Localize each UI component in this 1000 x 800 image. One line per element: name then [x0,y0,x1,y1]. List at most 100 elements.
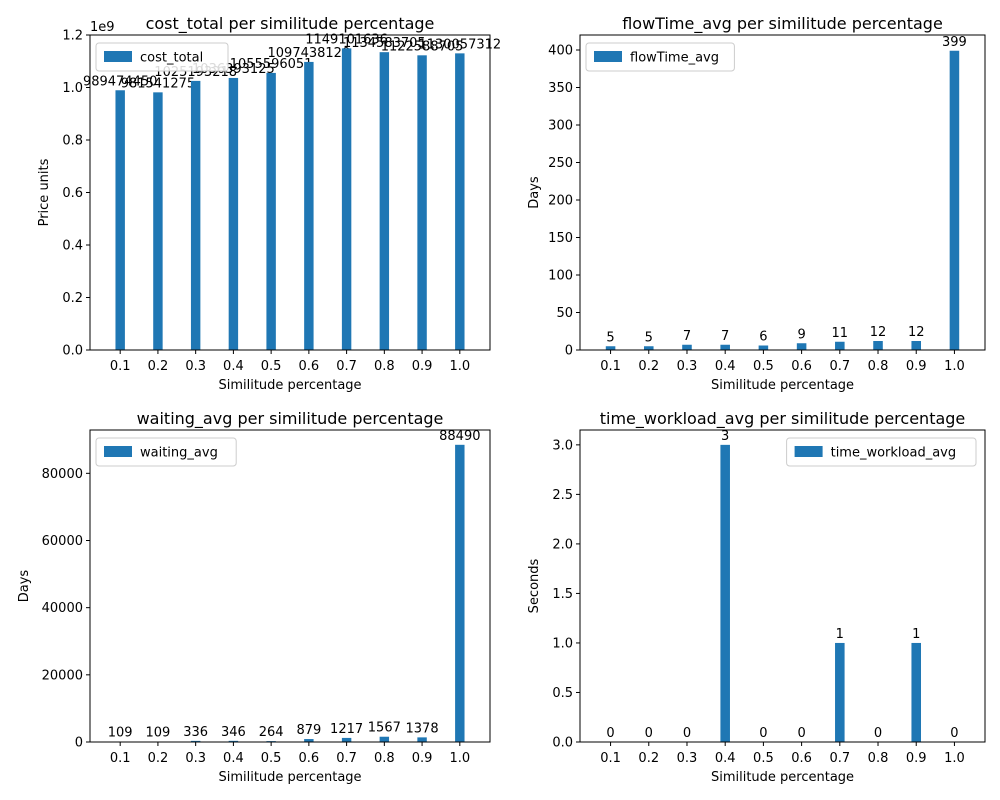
y-tick-label: 50 [556,306,573,321]
x-tick-label: 1.0 [449,751,470,766]
axes-frame [89,429,491,743]
data-label: 1378 [406,721,439,736]
legend-box [95,437,237,467]
data-label: 336 [183,725,208,740]
bar-0.9 [417,55,427,350]
data-label: 109 [146,726,171,741]
data-label: 7 [721,329,729,344]
data-label: 1217 [330,722,363,737]
y-tick-label: 0.5 [552,686,573,701]
y-tick-label: 0.4 [62,239,83,254]
bar-0.3 [682,344,692,350]
y-tick-label: 40000 [42,601,83,616]
x-tick-label: 0.8 [868,359,889,374]
x-tick-label: 0.9 [906,359,927,374]
y-tick-label: 400 [548,44,573,59]
legend-box [585,42,735,72]
legend-label: flowTime_avg [630,51,719,66]
bar-1.0 [455,444,465,742]
y-tick-label: 300 [548,119,573,134]
y-axis-label: Price units [37,158,52,226]
data-label: 399 [942,35,967,50]
bar-1.0 [455,53,465,350]
x-tick-label: 0.1 [600,359,621,374]
data-label: 1 [912,627,920,642]
data-label: 1567 [368,721,401,736]
data-label: 12 [870,325,887,340]
bar-0.6 [796,343,807,350]
chart-panel-3: waiting_avg per similitude percentage 109… [17,409,491,785]
bar-0.3 [190,80,201,350]
x-tick-label: 0.2 [148,751,169,766]
y-axis-label: Days [527,176,542,209]
y-tick-label: 250 [548,156,573,171]
chart-panel-2: flowTime_avg per similitude percentage 5 5… [527,14,986,393]
chart-title: cost_total per similitude percentage [146,14,435,34]
x-axis-label: Similitude percentage [711,770,854,785]
x-tick-label: 1.0 [944,751,965,766]
x-tick-label: 1.0 [944,359,965,374]
x-tick-label: 0.3 [185,751,206,766]
y-axis-label: Days [17,570,32,603]
x-tick-label: 0.7 [336,359,357,374]
y-tick-label: 1.0 [552,636,573,651]
data-label: 1149101636 [305,32,388,47]
data-label: 6 [759,330,767,345]
x-tick-label: 0.4 [715,359,736,374]
bar-0.6 [304,739,314,742]
x-axis-label: Similitude percentage [218,378,361,393]
data-label: 3 [721,429,729,444]
bar-0.8 [379,736,390,742]
bar-0.3 [190,740,201,742]
x-tick-label: 0.5 [261,751,282,766]
y-tick-label: 150 [548,231,573,246]
x-axis-label: Similitude percentage [218,770,361,785]
data-label: 9 [797,327,805,342]
y-tick-label: 0 [565,344,573,359]
x-tick-label: 0.7 [336,751,357,766]
x-axis-label: Similitude percentage [711,378,854,393]
x-tick-label: 0.5 [753,751,774,766]
y-tick-label: 200 [548,194,573,209]
bar-0.5 [758,345,769,350]
y-tick-label: 0.0 [62,344,83,359]
bar-0.8 [873,341,883,350]
legend-swatch [794,446,823,457]
x-tick-label: 0.6 [299,751,320,766]
x-tick-label: 0.3 [677,359,698,374]
data-label: 109 [108,726,133,741]
bar-0.9 [417,737,427,742]
x-tick-label: 0.2 [638,359,659,374]
bar-0.6 [304,61,314,351]
data-label: 1134583705 [343,36,426,51]
bar-1.0 [949,50,960,350]
x-tick-label: 0.5 [753,359,774,374]
data-label: 879 [296,723,321,738]
axes-frame [579,34,986,351]
x-tick-label: 0.1 [600,751,621,766]
legend: time_workload_avg [786,437,977,467]
x-tick-label: 0.9 [412,359,433,374]
data-label: 0 [797,726,805,741]
bar-0.7 [835,341,845,350]
data-label: 0 [683,726,691,741]
data-label: 0 [950,726,958,741]
bar-0.4 [720,444,730,742]
x-tick-label: 0.8 [868,751,889,766]
chart-title: flowTime_avg per similitude percentage [622,14,943,34]
x-tick-label: 0.1 [110,359,131,374]
bar-0.9 [911,642,922,742]
bar-0.4 [228,77,239,350]
y-tick-label: 0.2 [62,291,83,306]
x-tick-label: 0.7 [829,751,850,766]
y-tick-label: 1.5 [552,587,573,602]
bar-0.4 [720,344,730,350]
chart-title: time_workload_avg per similitude percent… [600,409,966,429]
x-tick-label: 0.6 [299,359,320,374]
bar-0.1 [605,346,616,350]
y-tick-label: 0.0 [552,736,573,751]
x-tick-label: 0.3 [677,751,698,766]
y-tick-label: 0.8 [62,134,83,149]
data-label: 981541275 [121,76,195,91]
